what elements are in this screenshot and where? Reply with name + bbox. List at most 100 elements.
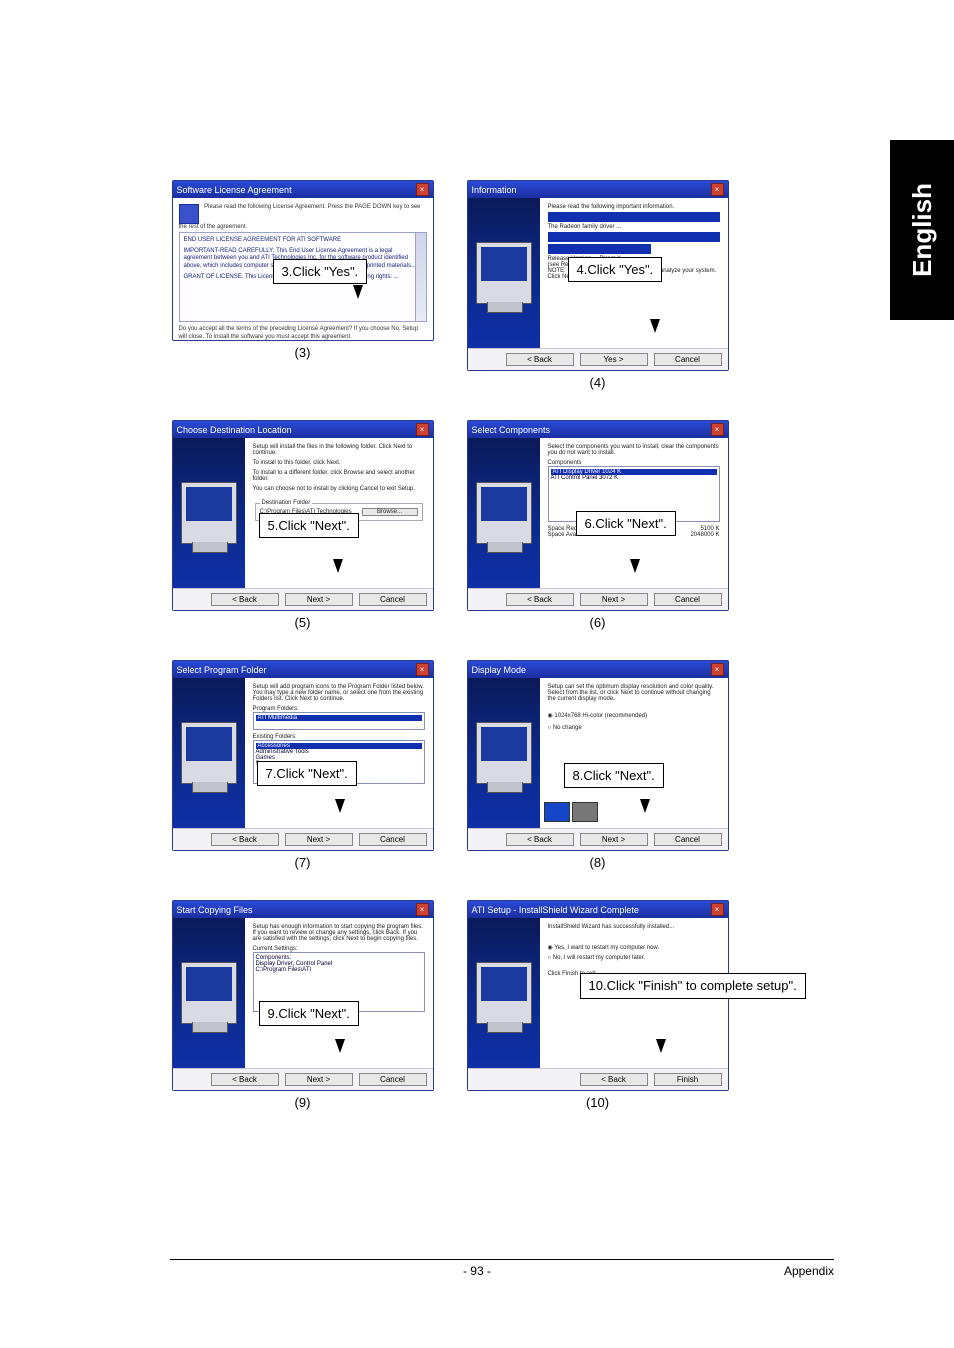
license-line: END USER LICENSE AGREEMENT FOR ATI SOFTW…	[184, 237, 422, 245]
monitor-icon	[476, 722, 532, 784]
browse-button[interactable]: Browse...	[362, 508, 418, 516]
page-number: - 93 -	[463, 1264, 491, 1278]
language-tab: English	[890, 140, 954, 320]
window-title: Information	[472, 185, 517, 195]
close-icon[interactable]: ×	[711, 663, 724, 676]
radio-label[interactable]: No change	[553, 725, 582, 731]
callout-4: 4.Click "Yes".	[568, 257, 663, 282]
close-icon[interactable]: ×	[416, 183, 429, 196]
cell-9: Start Copying Files × Setup has enough i…	[170, 900, 435, 1110]
titlebar: Information ×	[468, 181, 728, 198]
screenshot-3: Software License Agreement × Please read…	[172, 180, 434, 341]
callout-10: 10.Click "Finish" to complete setup".	[580, 973, 806, 999]
back-button[interactable]: < Back	[211, 1073, 279, 1086]
radio-label[interactable]: 1024x768 Hi-color (recommended)	[554, 713, 647, 719]
back-button[interactable]: < Back	[506, 353, 574, 366]
cell-7: Select Program Folder × Setup will add p…	[170, 660, 435, 870]
back-button[interactable]: < Back	[506, 593, 574, 606]
next-button[interactable]: Next >	[580, 593, 648, 606]
next-button[interactable]: Next >	[580, 833, 648, 846]
cancel-button[interactable]: Cancel	[359, 1073, 427, 1086]
back-button[interactable]: < Back	[580, 1073, 648, 1086]
callout-9: 9.Click "Next".	[259, 1001, 359, 1026]
screenshot-5: Choose Destination Location × Setup will…	[172, 420, 434, 611]
wiz-line: Please read the following important info…	[548, 204, 720, 210]
caption-10: (10)	[586, 1095, 609, 1110]
screenshot-grid: Software License Agreement × Please read…	[170, 180, 730, 1110]
space-avail: 2048000 K	[690, 532, 719, 538]
back-button[interactable]: < Back	[211, 593, 279, 606]
screenshot-6: Select Components × Select the component…	[467, 420, 729, 611]
cancel-button[interactable]: Cancel	[359, 833, 427, 846]
titlebar: Start Copying Files ×	[173, 901, 433, 918]
cancel-button[interactable]: Cancel	[654, 833, 722, 846]
close-icon[interactable]: ×	[416, 663, 429, 676]
arrow-icon	[353, 285, 363, 299]
callout-7: 7.Click "Next".	[257, 761, 357, 786]
wiz-line: To install to a different folder, click …	[253, 470, 425, 482]
page-footer: - 93 - Appendix	[170, 1259, 834, 1278]
mini-preview	[544, 802, 598, 822]
arrow-icon	[335, 799, 345, 813]
titlebar: Display Mode ×	[468, 661, 728, 678]
radio-label[interactable]: No, I will restart my computer later.	[553, 955, 645, 961]
wizard-sidebar	[468, 918, 540, 1068]
list-item[interactable]: ATI Control Panel 3072 K	[551, 475, 717, 481]
wiz-line: InstallShield Wizard has successfully in…	[548, 924, 720, 930]
screenshot-4: Information × Please read the following …	[467, 180, 729, 371]
cell-8: Display Mode × Setup can set the optimum…	[465, 660, 730, 870]
wizard-body: Setup will add program icons to the Prog…	[173, 678, 433, 828]
screenshot-9: Start Copying Files × Setup has enough i…	[172, 900, 434, 1091]
close-icon[interactable]: ×	[711, 423, 724, 436]
wizard-main: Setup can set the optimum display resolu…	[540, 678, 728, 828]
cancel-button[interactable]: Cancel	[654, 593, 722, 606]
close-icon[interactable]: ×	[711, 183, 724, 196]
titlebar: Choose Destination Location ×	[173, 421, 433, 438]
callout-6: 6.Click "Next".	[576, 511, 676, 536]
close-icon[interactable]: ×	[711, 903, 724, 916]
screenshot-7: Select Program Folder × Setup will add p…	[172, 660, 434, 851]
monitor-icon	[476, 482, 532, 544]
caption-9: (9)	[295, 1095, 311, 1110]
titlebar: Software License Agreement ×	[173, 181, 433, 198]
wizard-sidebar	[468, 438, 540, 588]
wiz-line: You can choose not to install by clickin…	[253, 486, 425, 492]
progress-bar	[548, 232, 720, 242]
arrow-icon	[640, 799, 650, 813]
screenshot-10: ATI Setup - InstallShield Wizard Complet…	[467, 900, 729, 1091]
callout-5: 5.Click "Next".	[259, 513, 359, 538]
close-icon[interactable]: ×	[416, 903, 429, 916]
finish-button[interactable]: Finish	[654, 1073, 722, 1086]
window-title: Start Copying Files	[177, 905, 253, 915]
next-button[interactable]: Next >	[285, 593, 353, 606]
window-title: Display Mode	[472, 665, 527, 675]
cancel-button[interactable]: Cancel	[359, 593, 427, 606]
next-button[interactable]: Next >	[285, 833, 353, 846]
callout-8: 8.Click "Next".	[564, 763, 664, 788]
cell-4: Information × Please read the following …	[465, 180, 730, 390]
arrow-icon	[630, 559, 640, 573]
wiz-line: Setup has enough information to start co…	[253, 924, 425, 942]
radio-label[interactable]: Yes, I want to restart my computer now.	[554, 945, 659, 951]
language-tab-label: English	[907, 183, 938, 277]
cell-10: ATI Setup - InstallShield Wizard Complet…	[465, 900, 730, 1110]
program-folder-input[interactable]: ATI Multimedia	[253, 712, 425, 730]
cancel-button[interactable]: Cancel	[654, 353, 722, 366]
window-title: Select Components	[472, 425, 551, 435]
monitor-icon	[181, 962, 237, 1024]
monitor-icon	[181, 722, 237, 784]
caption-6: (6)	[590, 615, 606, 630]
wizard-sidebar	[173, 438, 245, 588]
dest-label: Destination Folder	[260, 500, 313, 506]
list-item: C:\Program Files\ATI	[256, 967, 422, 973]
close-icon[interactable]: ×	[416, 423, 429, 436]
back-button[interactable]: < Back	[211, 833, 279, 846]
back-button[interactable]: < Back	[506, 833, 574, 846]
wiz-line: Setup will install the files in the foll…	[253, 444, 425, 456]
progress-bar	[548, 212, 720, 222]
wizard-sidebar	[468, 678, 540, 828]
yes-button[interactable]: Yes >	[580, 353, 648, 366]
next-button[interactable]: Next >	[285, 1073, 353, 1086]
wizard-body: Setup can set the optimum display resolu…	[468, 678, 728, 828]
wizard-sidebar	[173, 918, 245, 1068]
